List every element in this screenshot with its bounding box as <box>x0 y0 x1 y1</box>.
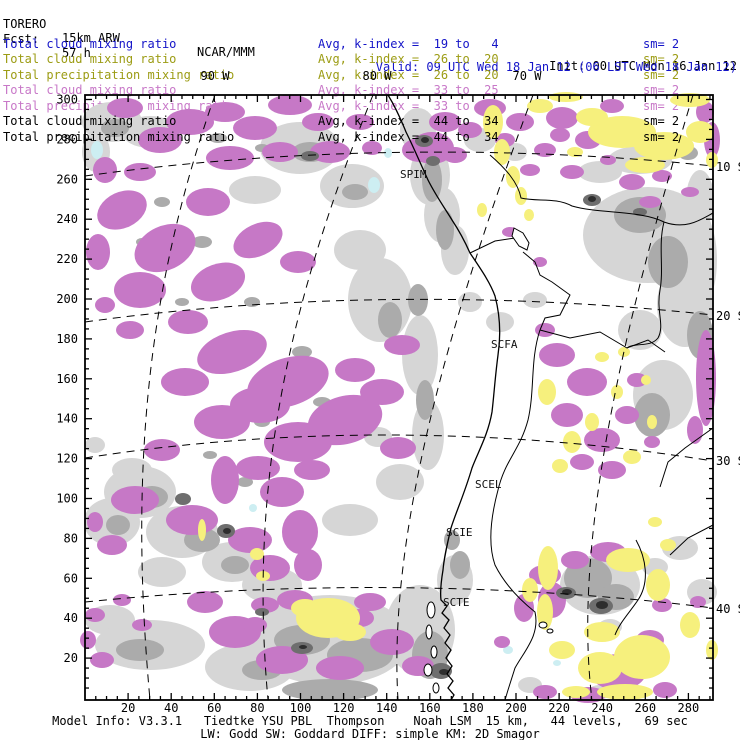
legend-sm-value: sm= 2 <box>643 83 680 98</box>
legend-row: Total cloud mixing ratio Avg, k-index = 4… <box>0 114 740 128</box>
legend-sm-value: sm= 2 <box>643 52 680 67</box>
legend-sm-value: sm= 2 <box>643 37 680 51</box>
legend-kindex-stat: Avg, k-index = 44 to 34 <box>318 114 499 129</box>
fcst-value: 57 h <box>62 46 91 60</box>
legend-kindex-stat: Avg, k-index = 26 to 20 <box>318 67 499 82</box>
legend-row: Total cloud mixing ratio Avg, k-index = 2… <box>0 52 740 66</box>
physics-info-line: LW: Godd SW: Goddard DIFF: simple KM: 2D… <box>200 727 540 740</box>
header-line-1: TORERO 15km ARW NCAR/MMM Init: 00 UTC Mo… <box>0 3 740 73</box>
legend-row: Total cloud mixing ratio Avg, k-index = 1… <box>0 37 740 51</box>
legend-kindex-stat: Avg, k-index = 44 to 34 <box>318 129 499 144</box>
campaign-title: TORERO <box>3 17 47 31</box>
legend-field-label: Total precipitation mixing ratio <box>3 129 235 144</box>
model-info-line: Model Info: V3.3.1 Tiedtke YSU PBL Thomp… <box>52 714 688 728</box>
legend-sm-value: sm= 2 <box>643 114 680 129</box>
legend-sm-value: sm= 2 <box>643 129 680 144</box>
header-line-2: Fcst: 57 h Valid: 09 UTC Wed 18 Jan 12 (… <box>0 18 740 74</box>
legend-row: Total cloud mixing ratio Avg, k-index = 3… <box>0 83 740 97</box>
model-resolution: 15km ARW <box>62 31 120 45</box>
legend-field-label: Total precipitation mixing ratio <box>3 67 235 82</box>
legend-field-label: Total cloud mixing ratio <box>3 52 177 67</box>
fcst-label: Fcst: <box>3 32 40 46</box>
legend-field-label: Total cloud mixing ratio <box>3 83 177 98</box>
legend-sm-value: sm= 2 <box>643 67 680 82</box>
init-time: Init: 00 UTC Mon 16 Jan 12 <box>549 59 737 73</box>
valid-time: Valid: 09 UTC Wed 18 Jan 12 (06 LST Wed … <box>375 60 737 74</box>
center-name: NCAR/MMM <box>197 45 255 59</box>
legend-field-label: Total cloud mixing ratio <box>3 114 177 129</box>
legend-field-label: Total cloud mixing ratio <box>3 37 177 51</box>
legend-row: Total precipitation mixing ratio Avg, k-i… <box>0 130 740 144</box>
legend-kindex-stat: Avg, k-index = 33 to 25 <box>318 83 499 98</box>
legend-row: Total precipitation mixing ratio Avg, k-i… <box>0 68 740 82</box>
legend-kindex-stat: Avg, k-index = 19 to 4 <box>318 37 499 51</box>
legend-kindex-stat: Avg, k-index = 26 to 20 <box>318 52 499 67</box>
